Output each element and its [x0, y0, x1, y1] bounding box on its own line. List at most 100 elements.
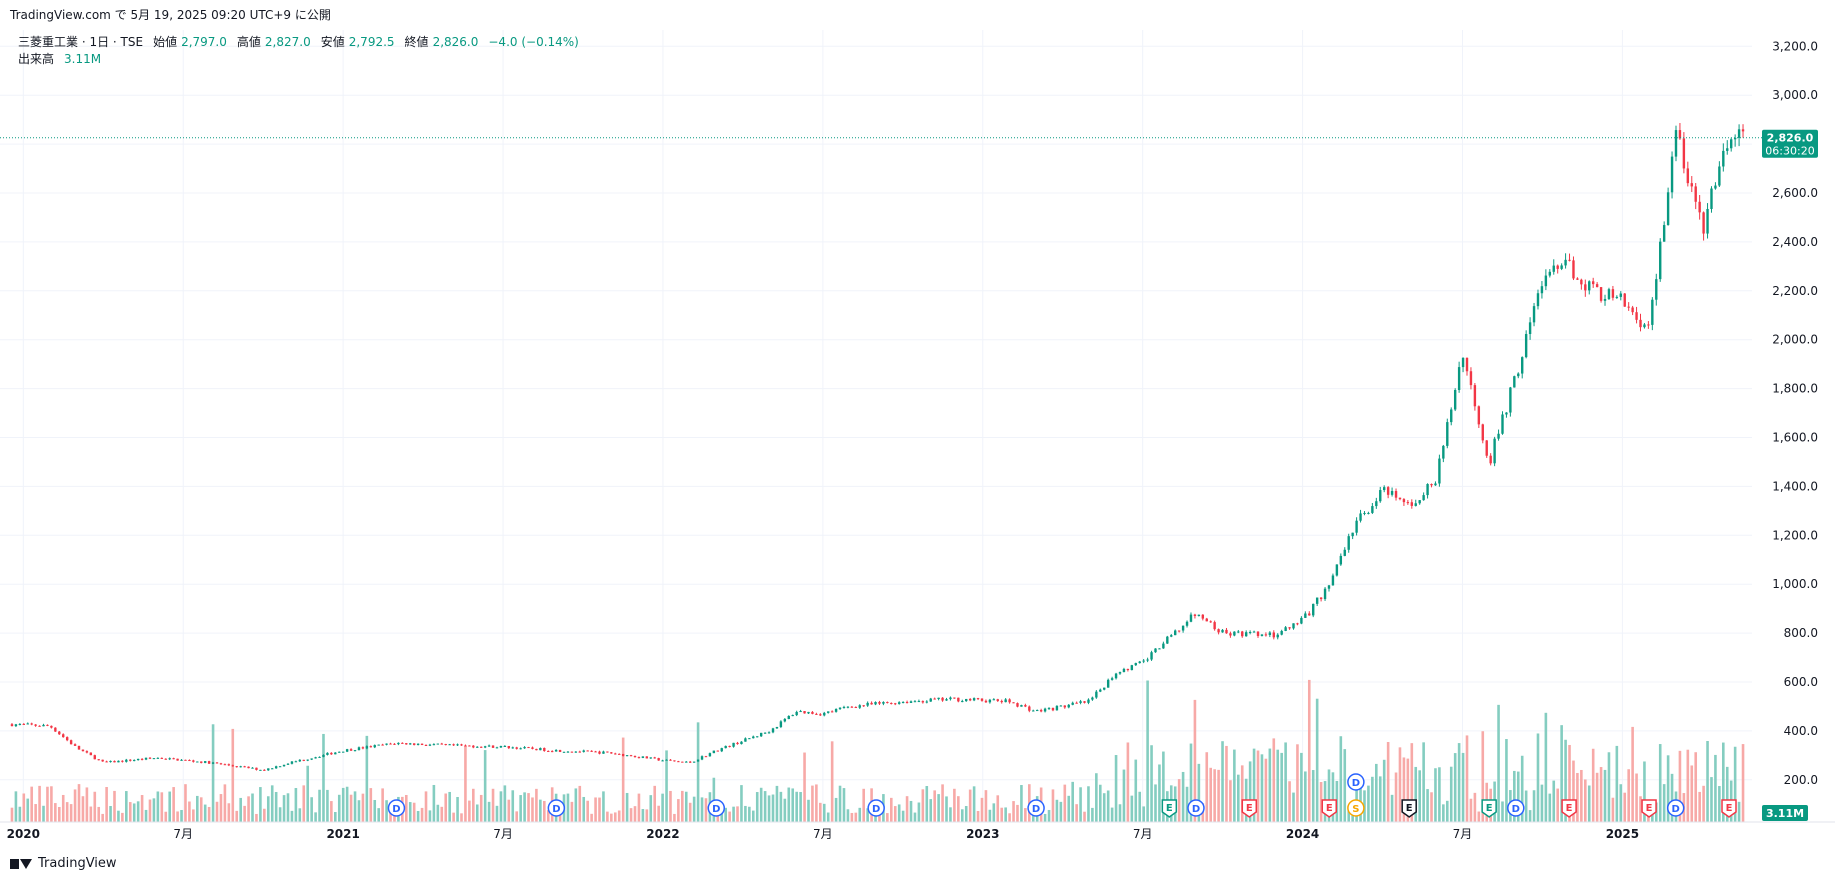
candle-body [1741, 129, 1745, 132]
candle-body [641, 756, 645, 758]
candle-body [1722, 150, 1725, 167]
volume-bar [775, 785, 779, 822]
volume-bar [613, 812, 617, 822]
volume-bar [1193, 699, 1197, 822]
candle-body [1213, 622, 1216, 630]
earnings-icon[interactable] [1321, 799, 1337, 818]
symbol-label[interactable]: 三菱重工業 · 1日 · TSE [18, 35, 144, 49]
dividend-icon[interactable] [1666, 799, 1685, 817]
candle-body [38, 725, 41, 727]
candle-body [322, 754, 325, 757]
earnings-icon[interactable] [1561, 799, 1577, 818]
price-tick-label: 3,000.0 [1772, 88, 1818, 102]
candle-body [1710, 188, 1713, 209]
volume-bar [1000, 807, 1004, 822]
candle-body [988, 699, 992, 703]
time-tick-label: 2024 [1286, 827, 1319, 841]
volume-bar [1607, 752, 1611, 822]
volume-bar [755, 792, 759, 822]
volume-bar [673, 813, 676, 822]
candle-body [1532, 306, 1536, 323]
earnings-icon[interactable] [1721, 799, 1737, 818]
candle-body [1039, 710, 1043, 712]
volume-bar [369, 788, 373, 822]
time-axis[interactable]: 2020 7月 2021 7月 2022 7月 2023 7月 2024 7月 2025 [0, 821, 1835, 841]
candle-body [972, 698, 976, 701]
candle-body [1114, 673, 1118, 679]
candle-body [1647, 324, 1650, 326]
earnings-icon[interactable] [1641, 799, 1657, 818]
candle-body [286, 763, 290, 765]
dividend-icon[interactable] [1187, 799, 1205, 817]
split-icon[interactable] [1347, 799, 1365, 817]
candle-body [1280, 630, 1283, 635]
candle-body [1595, 284, 1599, 288]
candle-body [756, 736, 759, 738]
candle-body [483, 746, 487, 748]
candle-body [168, 758, 171, 760]
dividend-icon[interactable] [1507, 799, 1525, 817]
volume-bar [46, 786, 49, 822]
candle-body [306, 759, 309, 761]
candle-body [203, 761, 207, 763]
candle-body [1485, 440, 1488, 456]
volume-bar [1197, 763, 1201, 822]
candle-body [1304, 613, 1307, 618]
volume-bar [50, 786, 53, 822]
volume-bar [1079, 787, 1082, 822]
candle-body [1481, 424, 1484, 441]
candle-body [397, 742, 400, 745]
candle-body [1264, 634, 1268, 636]
brand-text: TradingView [38, 856, 117, 871]
volume-bar [472, 788, 475, 822]
price-axis[interactable]: 200.0 400.0 600.0 800.0 1,000.0 1,200.0 1,400.… [1772, 39, 1818, 786]
volume-bar [334, 812, 337, 822]
dividend-icon[interactable] [387, 799, 406, 817]
candle-body [1315, 597, 1319, 604]
earnings-icon[interactable] [1161, 799, 1178, 818]
volume-bar [77, 784, 81, 822]
volume-bar [18, 806, 22, 822]
candle-body [227, 764, 231, 766]
candle-body [1422, 495, 1425, 501]
volume-bar [1434, 768, 1437, 822]
candle-body [334, 752, 337, 755]
price-tick-label: 800.0 [1784, 626, 1818, 640]
volume-bar [1430, 792, 1433, 822]
volume-bar [858, 807, 862, 822]
candle-body [18, 723, 22, 725]
price-badges: 2,826.0 06:30:20 3.11M [0, 129, 1818, 821]
candle-body [554, 749, 558, 752]
volume-bar [1481, 731, 1485, 822]
dividend-icon[interactable] [1027, 799, 1045, 817]
volume-row: 出来高 3.11M [18, 51, 579, 68]
dividend-icon[interactable] [867, 799, 885, 817]
dividend-icon[interactable] [547, 799, 566, 817]
volume-bar [326, 789, 329, 822]
candle-body [1382, 487, 1386, 491]
volume-bar [337, 794, 341, 822]
dividend-icon[interactable] [1347, 773, 1365, 791]
volume-bar [1698, 791, 1701, 822]
candle-body [1643, 324, 1646, 328]
earnings-icon[interactable] [1481, 799, 1497, 818]
candle-body [1028, 706, 1031, 711]
candle-body [961, 701, 964, 703]
candle-body [1351, 532, 1354, 537]
volume-label[interactable]: 出来高 [18, 52, 55, 66]
volume-bar [109, 806, 112, 822]
candle-body [1256, 631, 1260, 636]
earnings-icon[interactable] [1241, 799, 1258, 818]
volume-bar [578, 785, 582, 822]
volume-bar [377, 808, 380, 822]
candle-body [85, 751, 89, 753]
volume-bar [491, 788, 495, 822]
dividend-icon[interactable] [707, 799, 726, 817]
candle-body [1063, 705, 1067, 708]
candle-body [46, 724, 49, 726]
candle-body [1233, 631, 1236, 636]
earnings-icon[interactable] [1401, 799, 1417, 818]
candle-body [1067, 704, 1070, 708]
candle-body [1035, 710, 1039, 712]
